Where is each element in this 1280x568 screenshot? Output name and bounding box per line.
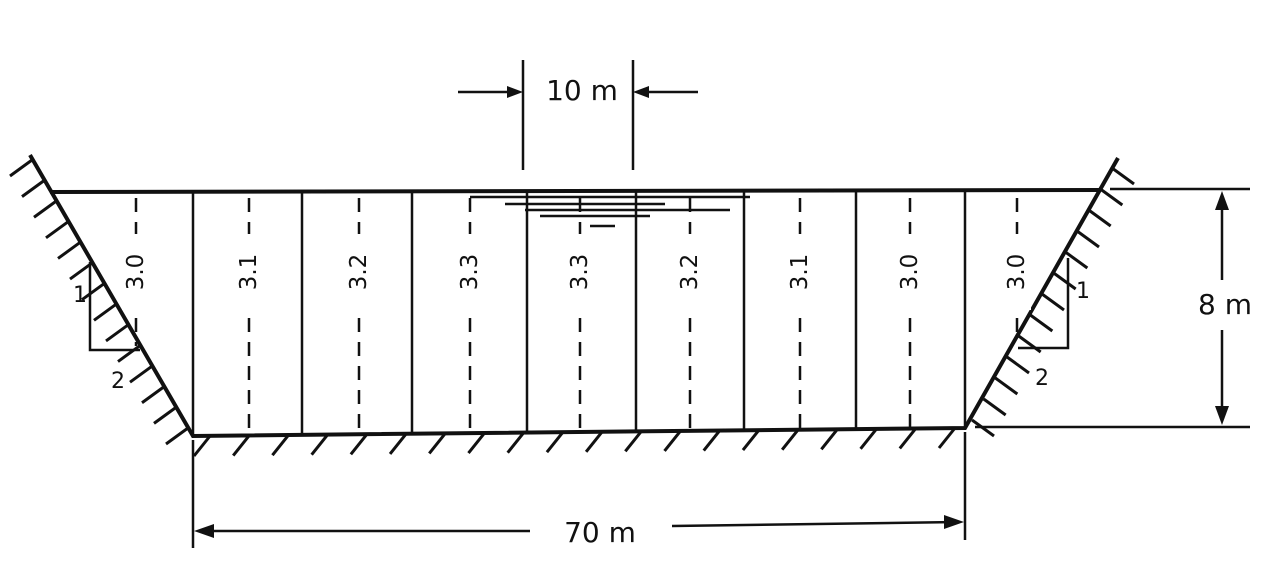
hatch-mark [45,220,69,240]
bottom-width-dimension: 70 m [191,432,967,549]
left-slope-run: 2 [111,369,125,394]
hatch-mark [1029,313,1054,333]
right-slope-run: 2 [1035,366,1049,391]
hatch-mark [310,433,329,456]
velocity-label: 3.1 [236,254,262,291]
hatch-mark [232,434,251,457]
hatch-mark [141,385,165,404]
hatch-mark [105,323,129,343]
hatch-mark [741,429,761,452]
hatch-mark [388,432,408,455]
hatch-mark [1017,334,1042,354]
top-width-label: 10 m [546,74,618,107]
hatch-mark [859,427,878,450]
hatch-mark [1006,355,1030,375]
hatch-mark [1041,292,1065,312]
hatch-mark [982,397,1007,417]
bottom-width-label: 70 m [564,516,636,549]
hatch-mark [9,158,33,178]
hatch-mark [994,376,1019,396]
velocity-label-background [566,234,594,310]
hatch-mark [1087,208,1112,228]
right-slope-rise: 1 [1076,279,1090,304]
hatch-mark [69,261,93,281]
channel-outline [28,153,1120,439]
hatch-mark [1052,271,1077,291]
velocity-label: 3.1 [787,254,813,291]
velocity-label-background [1003,234,1031,310]
hatch-mark [898,427,917,450]
velocity-label-background [896,234,924,310]
hatch-mark [545,431,565,454]
hatch-mark [129,364,153,384]
hatch-mark [165,426,189,446]
hatch-mark [192,435,212,457]
velocity-label: 3.2 [346,254,372,291]
hatch-mark [702,429,721,452]
left-slope-rise: 1 [73,283,87,308]
channel-bed-hatching [192,427,957,457]
velocity-label-background [786,234,814,310]
hatch-mark [780,428,800,451]
hatch-mark [33,200,57,219]
velocity-label: 3.3 [567,254,593,291]
hatch-mark [467,432,486,454]
subsection-boundaries [191,192,967,436]
velocity-label-background [345,234,373,310]
velocity-label-background [122,234,150,310]
hatch-mark [21,179,45,198]
hatch-mark [506,431,525,454]
velocity-label: 3.0 [123,254,149,291]
hatch-mark [271,434,290,457]
right-side-slope-indicator: 1 2 [1018,258,1090,391]
hatch-mark [624,430,643,453]
right-bank-hatching [971,166,1135,438]
velocity-label-background [235,234,263,310]
hatch-mark [1076,229,1100,249]
velocity-label: 3.0 [1004,254,1030,291]
left-side-slope-indicator: 1 2 [73,262,140,394]
velocity-label: 3.3 [457,254,483,291]
velocity-measurement-lines [134,198,1019,436]
hatch-mark [663,430,682,452]
velocity-label: 3.2 [677,254,703,291]
water-surface-symbol [470,195,750,228]
hatch-mark [428,432,447,455]
hatch-mark [117,344,141,363]
velocity-labels: 3.0 3.1 3.2 3.3 3.3 3.2 3.1 3.0 3.0 [122,234,1031,310]
depth-dimension: 8 m [975,187,1252,429]
water-surface-line [49,188,1101,194]
hatch-mark [1064,250,1089,270]
hatch-mark [937,427,957,449]
velocity-label-background [676,234,704,310]
velocity-label: 3.0 [897,254,923,291]
hatch-mark [349,433,369,456]
hatch-mark [93,303,117,322]
hatch-mark [57,241,81,260]
depth-label: 8 m [1198,288,1252,321]
hatch-mark [1111,166,1135,186]
hatch-mark [81,282,105,301]
velocity-label-background [456,234,484,310]
top-width-dimension: 10 m [458,60,698,170]
hatch-mark [584,430,604,453]
hatch-mark [1099,187,1124,207]
left-bank-hatching [9,158,189,446]
hatch-mark [820,428,839,451]
hatch-mark [153,406,177,425]
